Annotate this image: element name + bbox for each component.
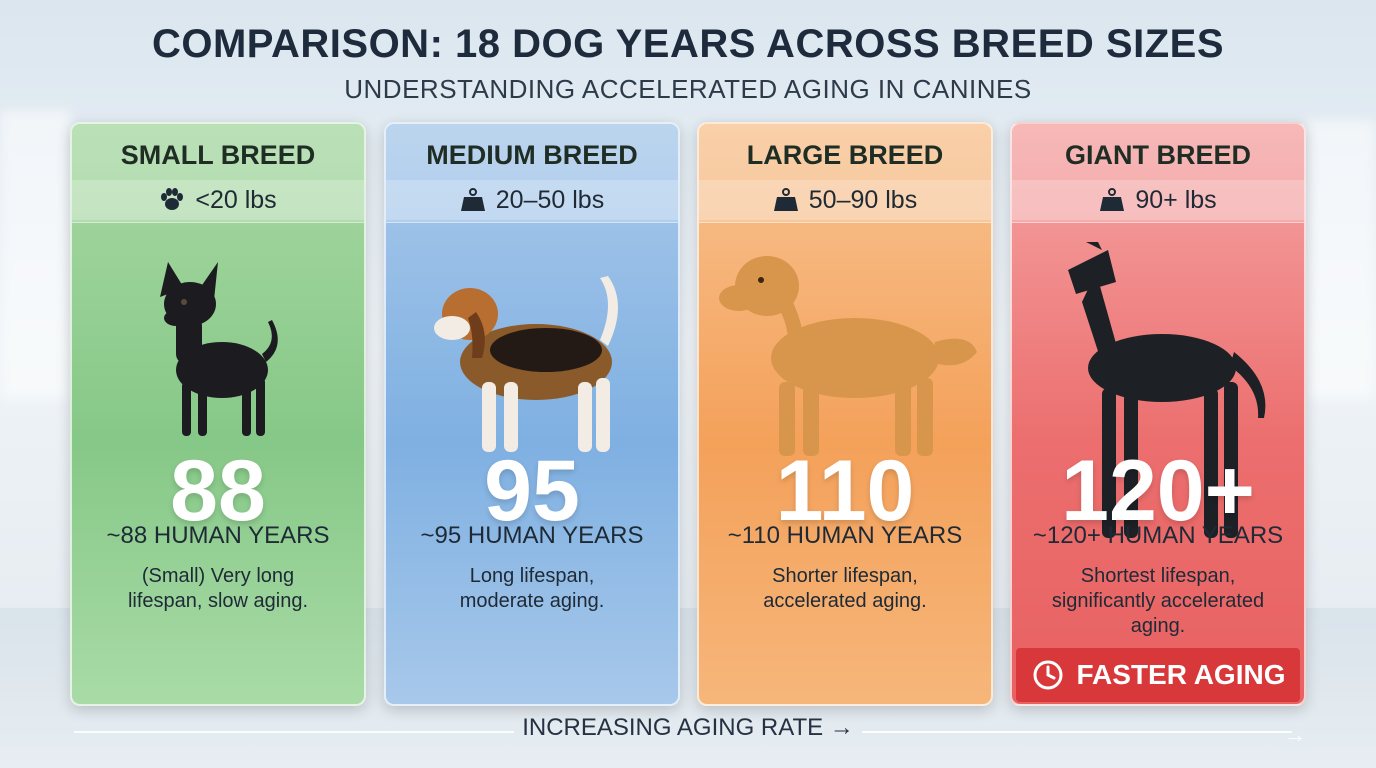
human-years-label: ~88 HUMAN YEARS xyxy=(106,522,330,549)
weight-label: 20–50 lbs xyxy=(495,185,605,214)
paw-icon xyxy=(161,188,184,210)
breed-description: Shortest lifespan, significantly acceler… xyxy=(1036,564,1280,639)
breed-description: Long lifespan, moderate aging. xyxy=(410,564,654,614)
dog-years-value: 95 xyxy=(484,443,580,539)
dog-years-value: 120+ xyxy=(1061,443,1255,539)
description-line: significantly accelerated aging. xyxy=(1051,590,1265,637)
faster-aging-badge: FASTER AGING xyxy=(1016,648,1300,702)
page-title: COMPARISON: 18 DOG YEARS ACROSS BREED SI… xyxy=(151,22,1225,66)
breed-card-medium: MEDIUM BREED 20–50 lbs 95 ~95 HUMAN YEAR… xyxy=(384,122,680,706)
human-years-label: ~120+ HUMAN YEARS xyxy=(1032,522,1284,549)
weight-label: 50–90 lbs xyxy=(808,185,918,214)
weight-range: <20 lbs xyxy=(72,180,364,220)
description-line: Shorter lifespan, xyxy=(772,565,918,587)
breed-title: SMALL BREED xyxy=(120,140,316,170)
breed-title: MEDIUM BREED xyxy=(426,140,638,170)
human-years-label: ~95 HUMAN YEARS xyxy=(420,522,644,549)
chihuahua-dog-image xyxy=(160,262,278,436)
dog-years-value: 110 xyxy=(775,443,915,539)
card-header xyxy=(72,124,364,223)
breed-card-large: LARGE BREED 50–90 lbs 110 ~110 HUMAN YEA… xyxy=(697,122,993,706)
breed-title: GIANT BREED xyxy=(1064,140,1251,170)
description-line: Shortest lifespan, xyxy=(1080,565,1236,587)
weight-label: 90+ lbs xyxy=(1135,185,1217,214)
description-line: (Small) Very long xyxy=(141,565,295,587)
breed-card-giant: GIANT BREED 90+ lbs 120+ ~120+ HUMAN YEA… xyxy=(1010,122,1306,706)
card-header xyxy=(386,124,678,223)
scale-icon xyxy=(460,188,485,211)
faster-aging-label: FASTER AGING xyxy=(1076,659,1286,690)
page-subtitle: UNDERSTANDING ACCELERATED AGING IN CANIN… xyxy=(344,74,1032,104)
description-line: Long lifespan, xyxy=(469,565,595,587)
aging-rate-axis-label: INCREASING AGING RATE → xyxy=(522,714,854,741)
breed-title: LARGE BREED xyxy=(746,140,944,170)
card-header xyxy=(1012,124,1304,223)
weight-range: 20–50 lbs xyxy=(386,180,678,220)
axis-line xyxy=(74,731,514,733)
dog-years-value: 88 xyxy=(170,443,266,539)
breed-card-small: SMALL BREED <20 lbs 88 ~88 HUMAN YEARS xyxy=(70,122,366,706)
breed-description: (Small) Very long lifespan, slow aging. xyxy=(96,564,340,614)
human-years-label: ~110 HUMAN YEARS xyxy=(727,522,963,549)
description-line: accelerated aging. xyxy=(763,590,927,612)
arrow-right-icon: → xyxy=(1284,722,1306,747)
scale-icon xyxy=(773,188,798,211)
weight-range: 90+ lbs xyxy=(1012,180,1304,220)
description-line: lifespan, slow aging. xyxy=(127,590,309,612)
weight-label: <20 lbs xyxy=(195,185,277,214)
great-dane-dog-image xyxy=(1068,242,1266,538)
beagle-dog-image xyxy=(434,276,618,452)
scale-icon xyxy=(1100,188,1125,211)
description-line: moderate aging. xyxy=(459,590,605,612)
background-window xyxy=(1306,120,1376,400)
golden-retriever-dog-image xyxy=(719,256,977,456)
card-header xyxy=(699,124,991,223)
clock-icon xyxy=(1033,660,1062,690)
weight-range: 50–90 lbs xyxy=(699,180,991,220)
axis-line xyxy=(862,731,1292,733)
breed-description: Shorter lifespan, accelerated aging. xyxy=(723,564,967,614)
background-window xyxy=(0,110,70,400)
